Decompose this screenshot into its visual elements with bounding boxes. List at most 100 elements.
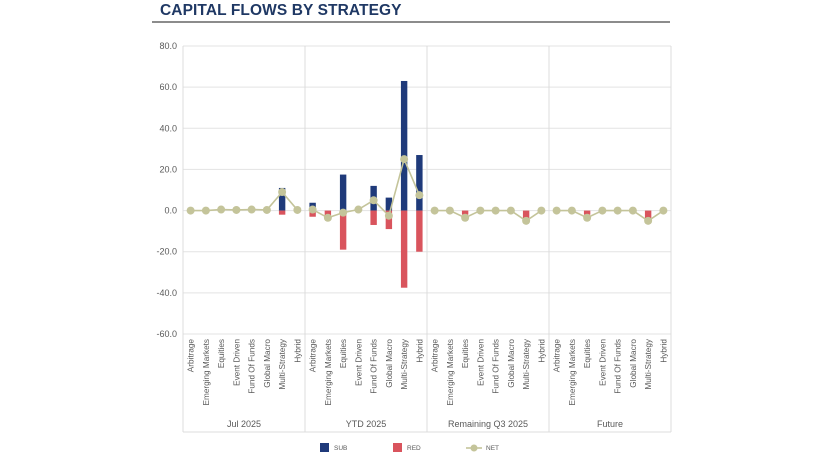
- category-label: Global Macro: [507, 339, 516, 388]
- category-label: Event Driven: [598, 339, 607, 386]
- net-point: [293, 205, 302, 214]
- category-label: Arbitrage: [431, 339, 440, 373]
- net-point: [247, 205, 256, 214]
- category-label: Equities: [583, 339, 592, 368]
- category-label: Global Macro: [263, 339, 272, 388]
- sub-bar: [278, 187, 286, 211]
- red-bar: [309, 210, 316, 217]
- legend: SUB RED NET: [320, 443, 499, 452]
- category-label: Fund Of Funds: [248, 339, 257, 394]
- category-label: Equities: [461, 339, 470, 368]
- sub-bar: [339, 174, 347, 211]
- red-bar: [370, 210, 377, 225]
- net-point: [232, 205, 241, 214]
- group-label: Future: [597, 419, 623, 429]
- sub-bar: [400, 80, 408, 211]
- category-label: Multi-Strategy: [400, 338, 409, 389]
- red-bar: [339, 210, 347, 250]
- legend-sub-label: SUB: [334, 445, 347, 452]
- net-point: [583, 213, 592, 222]
- net-point: [659, 206, 668, 215]
- sub-bar: [416, 155, 423, 211]
- red-bar: [644, 210, 652, 219]
- net-point: [628, 206, 637, 215]
- category-label: Global Macro: [385, 339, 394, 388]
- red-bar: [385, 210, 393, 230]
- legend-sub-swatch: [320, 443, 329, 452]
- net-point: [186, 206, 195, 215]
- net-point: [262, 205, 271, 214]
- category-label: Emerging Markets: [446, 339, 455, 405]
- category-label: Hybrid: [659, 339, 668, 363]
- net-point: [567, 206, 576, 215]
- y-tick-label: -20.0: [156, 247, 177, 257]
- category-label: Event Driven: [232, 339, 241, 386]
- net-point: [339, 208, 348, 217]
- y-tick-label: 20.0: [159, 164, 177, 174]
- category-label: Emerging Markets: [202, 339, 211, 405]
- category-label: Arbitrage: [553, 339, 562, 373]
- net-point: [308, 205, 317, 214]
- net-point: [217, 205, 226, 214]
- net-point: [384, 211, 393, 220]
- category-label: Multi-Strategy: [522, 338, 531, 389]
- net-line: [186, 155, 668, 225]
- net-point: [354, 205, 363, 214]
- y-tick-label: 40.0: [159, 123, 177, 133]
- net-point: [476, 206, 485, 215]
- net-point: [522, 216, 531, 225]
- net-point: [598, 206, 607, 215]
- net-point: [613, 206, 622, 215]
- red-bar: [416, 210, 423, 252]
- net-point: [201, 206, 210, 215]
- title-underline: [152, 21, 670, 23]
- category-label: Event Driven: [476, 339, 485, 386]
- net-point: [445, 206, 454, 215]
- gridlines: [182, 45, 672, 433]
- y-axis: 80.0 60.0 40.0 20.0 0.0 -20.0 -40.0 -60.0: [156, 41, 177, 339]
- category-label: Event Driven: [354, 339, 363, 386]
- x-axis: Arbitrage Emerging Markets Equities Event D…: [187, 338, 669, 429]
- red-bar: [461, 210, 469, 215]
- group-label: Jul 2025: [227, 419, 261, 429]
- y-tick-label: 60.0: [159, 82, 177, 92]
- net-point: [278, 188, 287, 197]
- net-point: [491, 206, 500, 215]
- chart-title: CAPITAL FLOWS BY STRATEGY: [160, 2, 402, 19]
- category-label: Multi-Strategy: [644, 338, 653, 389]
- category-label: Emerging Markets: [324, 339, 333, 405]
- category-label: Emerging Markets: [568, 339, 577, 405]
- net-point: [644, 216, 653, 225]
- sub-bar: [385, 197, 393, 211]
- bars: [217, 80, 652, 288]
- y-tick-label: 80.0: [159, 41, 177, 51]
- y-tick-label: -40.0: [156, 288, 177, 298]
- legend-red-label: RED: [407, 445, 421, 452]
- category-label: Global Macro: [629, 339, 638, 388]
- legend-red-swatch: [393, 443, 402, 452]
- y-tick-label: -60.0: [156, 329, 177, 339]
- net-point: [552, 206, 561, 215]
- red-bar: [522, 210, 530, 219]
- y-tick-label: 0.0: [164, 206, 177, 216]
- category-label: Arbitrage: [309, 339, 318, 373]
- net-point: [430, 206, 439, 215]
- legend-net-marker: [470, 444, 478, 452]
- category-label: Multi-Strategy: [278, 338, 287, 389]
- group-label: YTD 2025: [346, 419, 387, 429]
- red-bar: [400, 210, 408, 288]
- net-point: [415, 191, 424, 200]
- net-point: [506, 206, 515, 215]
- category-label: Arbitrage: [187, 339, 196, 373]
- net-point: [369, 196, 378, 205]
- category-label: Equities: [339, 339, 348, 368]
- net-point: [537, 206, 546, 215]
- net-point: [461, 213, 470, 222]
- net-point: [323, 213, 332, 222]
- category-label: Hybrid: [415, 339, 424, 363]
- group-label: Remaining Q3 2025: [448, 419, 528, 429]
- red-bar: [324, 210, 332, 216]
- category-label: Fund Of Funds: [492, 339, 501, 394]
- category-label: Hybrid: [537, 339, 546, 363]
